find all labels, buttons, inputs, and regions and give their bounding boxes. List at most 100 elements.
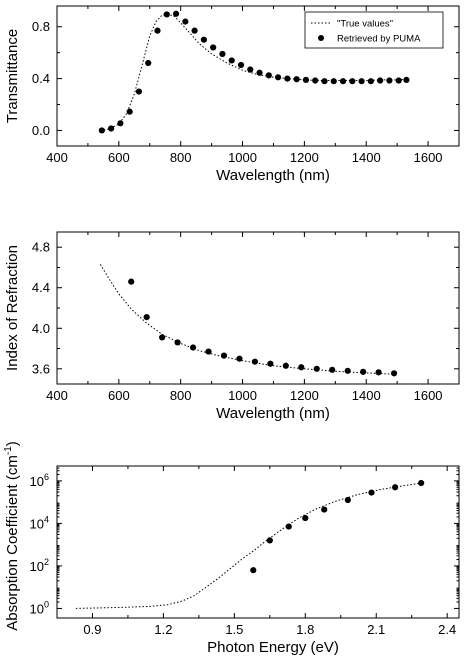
x-tick-label: 800 xyxy=(170,150,192,165)
puma-point xyxy=(182,18,189,25)
puma-point xyxy=(344,367,351,374)
legend-label: "True values" xyxy=(337,19,393,30)
puma-point xyxy=(220,352,228,359)
puma-point xyxy=(321,78,328,85)
x-tick-label: 600 xyxy=(108,388,130,403)
puma-point xyxy=(237,61,245,69)
y-tick-label: 4.8 xyxy=(32,240,50,255)
x-tick-label: 800 xyxy=(170,388,192,403)
puma-point xyxy=(392,484,399,491)
puma-point xyxy=(159,334,166,341)
puma-point xyxy=(143,314,150,321)
puma-point xyxy=(282,362,289,369)
puma-point xyxy=(256,69,263,76)
y-tick-label: 0.0 xyxy=(32,123,50,138)
puma-point xyxy=(386,77,393,84)
puma-point xyxy=(251,358,259,365)
legend: "True values" Retrieved by PUMA xyxy=(304,11,444,49)
puma-point xyxy=(321,506,328,513)
legend-circle-swatch xyxy=(318,35,324,41)
puma-point xyxy=(302,514,309,522)
y-axis-label: Transmittance xyxy=(4,29,21,123)
x-tick-label: 1600 xyxy=(414,388,443,403)
puma-point xyxy=(358,78,365,85)
puma-point xyxy=(128,278,135,285)
puma-point xyxy=(266,537,273,544)
x-tick-label: 1000 xyxy=(228,388,257,403)
puma-point xyxy=(312,77,319,84)
y-tick-label: 106 xyxy=(30,472,49,489)
puma-point xyxy=(145,59,152,67)
puma-point xyxy=(313,365,320,372)
puma-point xyxy=(360,368,367,375)
puma-point xyxy=(349,78,356,85)
puma-point xyxy=(219,50,226,58)
true-values-line xyxy=(99,264,398,375)
plot-frame xyxy=(56,465,460,619)
puma-point xyxy=(189,344,197,351)
x-axis-label: Wavelength (nm) xyxy=(216,167,330,184)
puma-point xyxy=(375,369,382,376)
puma-point xyxy=(403,76,410,83)
x-tick-label: 600 xyxy=(108,150,130,165)
puma-point xyxy=(174,339,181,346)
puma-point xyxy=(108,125,115,132)
puma-point xyxy=(250,567,257,574)
x-tick-label: 1.5 xyxy=(225,622,243,637)
panel-1: 400 600 800 1000 1200 1400 1600 0.0 0.4 0.8 Wavele… xyxy=(4,5,460,184)
y-tick-label: 3.6 xyxy=(32,361,50,376)
puma-point xyxy=(344,496,351,504)
legend-box xyxy=(304,11,444,49)
puma-point xyxy=(395,77,402,84)
y-tick-label: 0.4 xyxy=(32,71,50,86)
x-tick-label: 1200 xyxy=(290,388,319,403)
panel-3: 0.9 1.2 1.5 1.8 2.1 2.4 100 102 104 106 Photon Ene… xyxy=(3,441,460,656)
puma-point xyxy=(285,523,292,530)
y-tick-label: 100 xyxy=(30,599,49,616)
puma-point xyxy=(284,75,291,82)
puma-point xyxy=(117,120,124,127)
x-tick-label: 400 xyxy=(46,388,68,403)
y-tick-label: 0.8 xyxy=(32,19,50,34)
x-tick-label: 1400 xyxy=(352,388,381,403)
puma-point xyxy=(267,360,274,367)
plot-frame xyxy=(56,5,460,147)
legend-label: Retrieved by PUMA xyxy=(337,34,421,45)
puma-point xyxy=(390,370,398,377)
y-axis-label: Absorption Coefficient (cm-1) xyxy=(3,441,21,631)
x-tick-label: 400 xyxy=(46,150,68,165)
x-axis-label: Photon Energy (eV) xyxy=(207,639,339,656)
x-tick-label: 2.1 xyxy=(367,622,385,637)
puma-point xyxy=(377,77,384,84)
panel-2: 400 600 800 1000 1200 1400 1600 3.6 4.0 4.4 4.8 Wav… xyxy=(4,231,460,422)
puma-point xyxy=(265,72,272,79)
puma-point xyxy=(210,44,217,51)
x-tick-label: 1400 xyxy=(352,150,381,165)
puma-point xyxy=(200,36,207,43)
puma-point xyxy=(368,489,375,496)
puma-point xyxy=(172,10,180,17)
puma-point xyxy=(98,127,105,134)
puma-point xyxy=(228,57,235,64)
puma-point xyxy=(367,78,374,85)
x-tick-label: 1600 xyxy=(414,150,443,165)
plot-frame xyxy=(56,231,460,385)
x-tick-label: 1.2 xyxy=(154,622,172,637)
puma-point xyxy=(329,366,336,373)
y-tick-label: 4.4 xyxy=(32,280,50,295)
puma-point xyxy=(275,74,282,81)
puma-point xyxy=(293,76,300,83)
puma-point xyxy=(247,66,254,73)
x-tick-label: 1.8 xyxy=(296,622,314,637)
puma-point xyxy=(154,27,161,34)
puma-point xyxy=(126,108,133,115)
y-axis-label: Index of Refraction xyxy=(4,245,21,371)
y-tick-label: 4.0 xyxy=(32,321,50,336)
x-tick-label: 0.9 xyxy=(83,622,101,637)
puma-point xyxy=(236,355,243,362)
puma-point xyxy=(298,364,305,371)
x-tick-label: 2.4 xyxy=(438,622,456,637)
y-tick-label: 102 xyxy=(30,557,49,574)
puma-point xyxy=(302,76,310,83)
